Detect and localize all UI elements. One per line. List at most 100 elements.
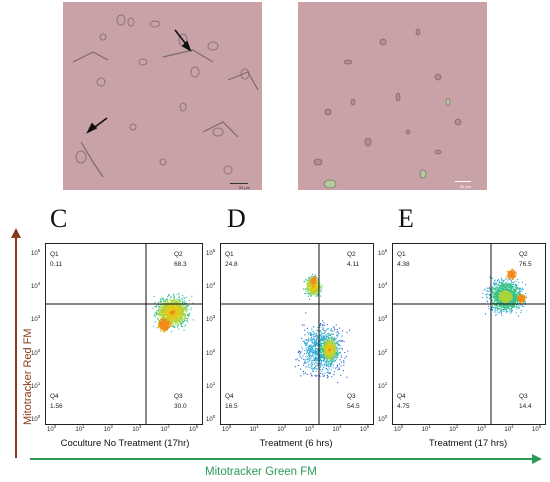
event-dot [167, 304, 169, 306]
event-dot [313, 335, 315, 337]
event-dot [314, 286, 316, 288]
event-dot [165, 321, 167, 323]
event-dot [328, 337, 330, 339]
event-dot [332, 344, 334, 346]
event-dot [164, 305, 166, 307]
event-dot [507, 282, 509, 284]
event-dot [166, 315, 168, 317]
event-dot [321, 352, 323, 354]
event-dot [177, 307, 179, 309]
event-dot [313, 360, 315, 362]
event-dot [492, 305, 494, 307]
event-dot [183, 320, 185, 322]
event-dot [314, 340, 316, 342]
event-dot [314, 275, 316, 277]
event-dot [168, 321, 170, 323]
event-dot [517, 288, 519, 290]
event-dot [186, 306, 188, 308]
event-dot [321, 338, 323, 340]
event-dot [161, 314, 163, 316]
event-dot [310, 293, 312, 295]
event-dot [492, 287, 494, 289]
event-dot [331, 330, 333, 332]
event-dot [337, 369, 339, 371]
event-dot [163, 310, 165, 312]
event-dot [316, 337, 318, 339]
event-dot [501, 315, 503, 317]
event-dot [329, 359, 331, 361]
event-dot [309, 333, 311, 335]
event-dot [320, 347, 322, 349]
event-dot [515, 312, 517, 314]
event-dot [163, 322, 165, 324]
event-dot [311, 351, 313, 353]
event-dot [493, 306, 495, 308]
event-dot [504, 301, 506, 303]
event-dot [305, 342, 307, 344]
event-dot [322, 350, 324, 352]
event-dot [170, 305, 172, 307]
event-dot [510, 292, 512, 294]
event-dot [303, 373, 305, 375]
event-dot [324, 372, 326, 374]
event-dot [185, 302, 187, 304]
event-dot [323, 360, 325, 362]
event-dot [317, 288, 319, 290]
event-dot [315, 275, 317, 277]
event-dot [169, 314, 171, 316]
event-dot [326, 340, 328, 342]
event-dot [512, 286, 514, 288]
event-dot [330, 340, 332, 342]
event-dot [175, 321, 177, 323]
event-dot [322, 339, 324, 341]
event-dot [317, 352, 319, 354]
event-dot [304, 359, 306, 361]
event-dot [174, 322, 176, 324]
event-dot [518, 307, 520, 309]
event-dot [312, 341, 314, 343]
event-dot [325, 343, 327, 345]
event-dot [489, 276, 491, 278]
event-dot [324, 338, 326, 340]
event-dot [166, 302, 168, 304]
event-dot [165, 323, 167, 325]
event-dot [313, 279, 315, 281]
event-dot [313, 293, 315, 295]
event-dot [173, 295, 175, 297]
event-dot [158, 308, 160, 310]
event-dot [334, 345, 336, 347]
event-dot [312, 369, 314, 371]
event-dot [317, 354, 319, 356]
event-dot [303, 341, 305, 343]
event-dot [336, 365, 338, 367]
event-dot [494, 299, 496, 301]
event-dot [161, 319, 163, 321]
event-dot [155, 312, 157, 314]
event-dot [315, 356, 317, 358]
event-dot [315, 340, 317, 342]
event-dot [166, 311, 168, 313]
event-dot [508, 302, 510, 304]
event-dot [518, 282, 520, 284]
event-dot [171, 324, 173, 326]
event-dot [305, 362, 307, 364]
event-dot [317, 287, 319, 289]
event-dot [182, 304, 184, 306]
event-dot [320, 359, 322, 361]
event-dot [171, 317, 173, 319]
event-dot [314, 363, 316, 365]
event-dot [181, 309, 183, 311]
event-dot [496, 288, 498, 290]
event-dot [322, 335, 324, 337]
event-dot [315, 365, 317, 367]
event-dot [310, 347, 312, 349]
event-dot [179, 311, 181, 313]
event-dot [336, 342, 338, 344]
scale-bar-b [455, 181, 471, 182]
event-dot [157, 314, 159, 316]
event-dot [172, 325, 174, 327]
event-dot [165, 300, 167, 302]
event-dot [334, 352, 336, 354]
event-dot [328, 361, 330, 363]
event-dot [338, 368, 340, 370]
